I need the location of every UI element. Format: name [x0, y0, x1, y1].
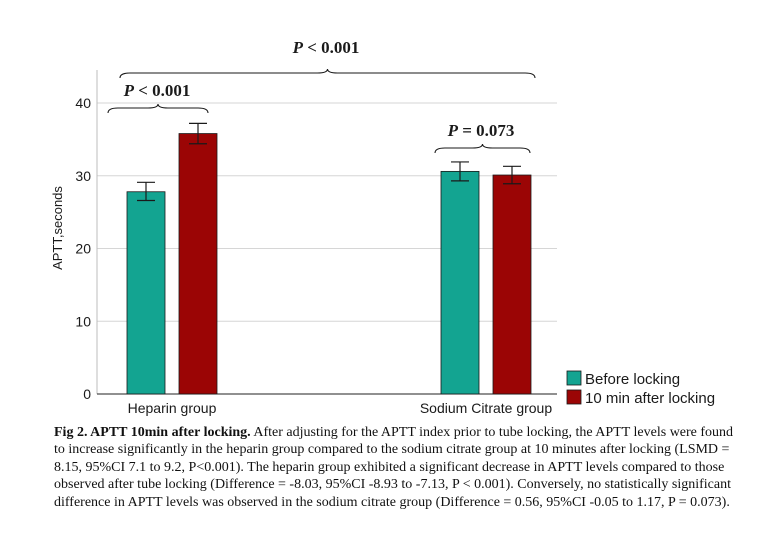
caption-body: After adjusting for the APTT index prior…	[54, 425, 734, 510]
p-annotation-overall: P < 0.001	[292, 38, 360, 57]
p-symbol: P	[447, 121, 459, 140]
brace-heparin	[107, 103, 209, 114]
p-annotation-heparin: P < 0.001	[123, 81, 191, 100]
legend-label: Before locking	[585, 371, 680, 388]
y-tick-label: 30	[75, 168, 91, 184]
p-symbol: P	[123, 81, 135, 100]
bar	[440, 170, 480, 395]
bar	[126, 191, 166, 395]
y-axis-label: APTT,seconds	[50, 186, 65, 270]
bar	[178, 133, 218, 395]
figure-caption: Fig 2. APTT 10min after locking. After a…	[54, 424, 744, 511]
x-tick-label: Sodium Citrate group	[420, 400, 553, 416]
p-value: < 0.001	[303, 38, 359, 57]
legend-swatch	[566, 370, 582, 386]
p-symbol: P	[292, 38, 304, 57]
p-annotation-citrate: P = 0.073	[447, 121, 515, 140]
p-value: < 0.001	[134, 81, 190, 100]
y-tick-label: 0	[83, 386, 91, 402]
legend-label: 10 min after locking	[585, 390, 715, 407]
x-tick-label: Heparin group	[128, 400, 217, 416]
brace-citrate	[434, 143, 531, 154]
caption-title: Fig 2. APTT 10min after locking.	[54, 425, 251, 440]
brace-overall	[119, 68, 536, 79]
legend-swatch	[566, 389, 582, 405]
y-tick-label: 40	[75, 95, 91, 111]
y-tick-label: 20	[75, 241, 91, 257]
bar	[492, 174, 532, 395]
p-value: = 0.073	[458, 121, 514, 140]
y-tick-label: 10	[75, 313, 91, 329]
bar-chart: 0 10 20 30 40 APTT,seconds Heparin group Sodium…	[50, 38, 715, 416]
